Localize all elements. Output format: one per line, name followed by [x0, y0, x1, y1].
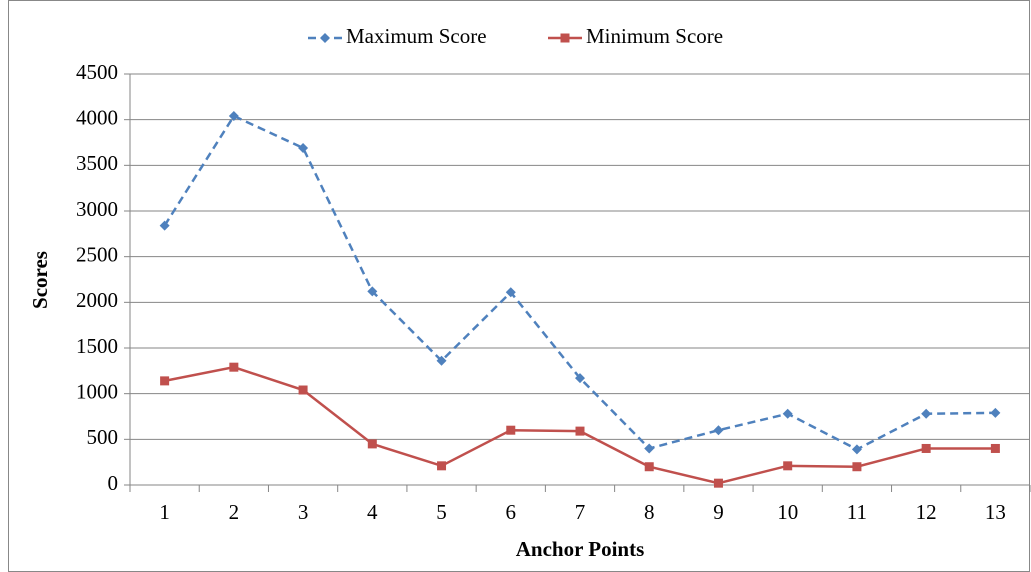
y-tick-label: 4000 [76, 105, 118, 129]
y-axis-label: Scores [28, 251, 52, 309]
data-point [575, 373, 585, 384]
data-point [575, 426, 585, 436]
data-point [159, 220, 170, 231]
data-point [367, 439, 377, 449]
y-tick-label: 4500 [76, 60, 118, 84]
x-tick-label: 6 [506, 500, 517, 524]
data-point [437, 461, 447, 471]
x-tick-label: 7 [575, 500, 586, 524]
legend-marker [320, 33, 330, 43]
x-tick-label: 1 [159, 500, 170, 524]
data-point [229, 362, 239, 372]
data-point [851, 444, 862, 455]
legend-label: Minimum Score [586, 24, 723, 48]
legend-marker [560, 33, 570, 43]
data-point [921, 408, 932, 419]
data-point [298, 385, 308, 395]
legend-label: Maximum Score [346, 24, 487, 48]
x-tick-label: 8 [644, 500, 655, 524]
data-point [505, 287, 516, 298]
series-line [164, 365, 996, 485]
data-point [367, 286, 378, 297]
x-tick-label: 9 [713, 500, 724, 524]
y-tick-label: 3000 [76, 197, 118, 221]
data-point [298, 142, 309, 153]
data-point [990, 443, 1000, 453]
x-axis-label: Anchor Points [516, 537, 645, 561]
data-point [713, 425, 724, 436]
x-tick-label: 3 [298, 500, 309, 524]
x-tick-label: 10 [777, 500, 798, 524]
data-point [852, 462, 862, 472]
data-point [783, 461, 793, 471]
data-point [160, 376, 170, 386]
y-tick-label: 0 [108, 471, 119, 495]
x-tick-label: 2 [229, 500, 240, 524]
data-point [782, 408, 793, 419]
data-point [644, 462, 654, 472]
x-tick-label: 12 [916, 500, 937, 524]
data-point [990, 407, 1001, 418]
data-point [228, 111, 239, 122]
data-point [506, 425, 516, 435]
data-point [921, 443, 931, 453]
x-tick-label: 4 [367, 500, 378, 524]
data-point [436, 355, 447, 366]
y-tick-label: 1500 [76, 334, 118, 358]
y-tick-label: 3500 [76, 151, 118, 175]
chart-frame [8, 0, 1030, 572]
x-tick-label: 13 [985, 500, 1006, 524]
x-tick-label: 5 [436, 500, 447, 524]
y-tick-label: 2500 [76, 242, 118, 266]
y-tick-label: 500 [87, 425, 119, 449]
x-tick-label: 11 [847, 500, 867, 524]
data-point [713, 478, 723, 488]
y-tick-label: 2000 [76, 288, 118, 312]
y-tick-label: 1000 [76, 379, 118, 403]
data-point [644, 443, 655, 454]
series-line [163, 114, 996, 451]
